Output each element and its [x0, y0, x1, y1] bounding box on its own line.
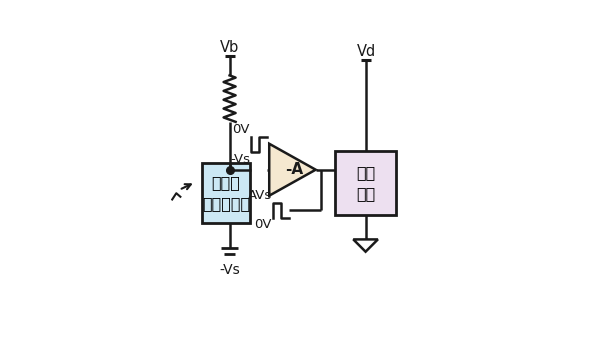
Text: -Vs: -Vs — [219, 263, 240, 277]
FancyBboxPatch shape — [202, 163, 250, 223]
Text: Vb: Vb — [220, 40, 239, 55]
Text: 0V: 0V — [254, 218, 272, 231]
Text: 0V: 0V — [233, 122, 250, 136]
Text: フォト
ダイオード: フォト ダイオード — [202, 175, 250, 211]
Text: 信号
処理: 信号 処理 — [356, 165, 375, 201]
Text: Vd: Vd — [356, 44, 376, 59]
Text: -Vs: -Vs — [230, 153, 250, 166]
FancyBboxPatch shape — [335, 151, 397, 215]
Text: -A: -A — [285, 162, 303, 177]
Polygon shape — [353, 239, 378, 252]
Text: AVs: AVs — [248, 189, 272, 202]
Polygon shape — [269, 144, 316, 196]
